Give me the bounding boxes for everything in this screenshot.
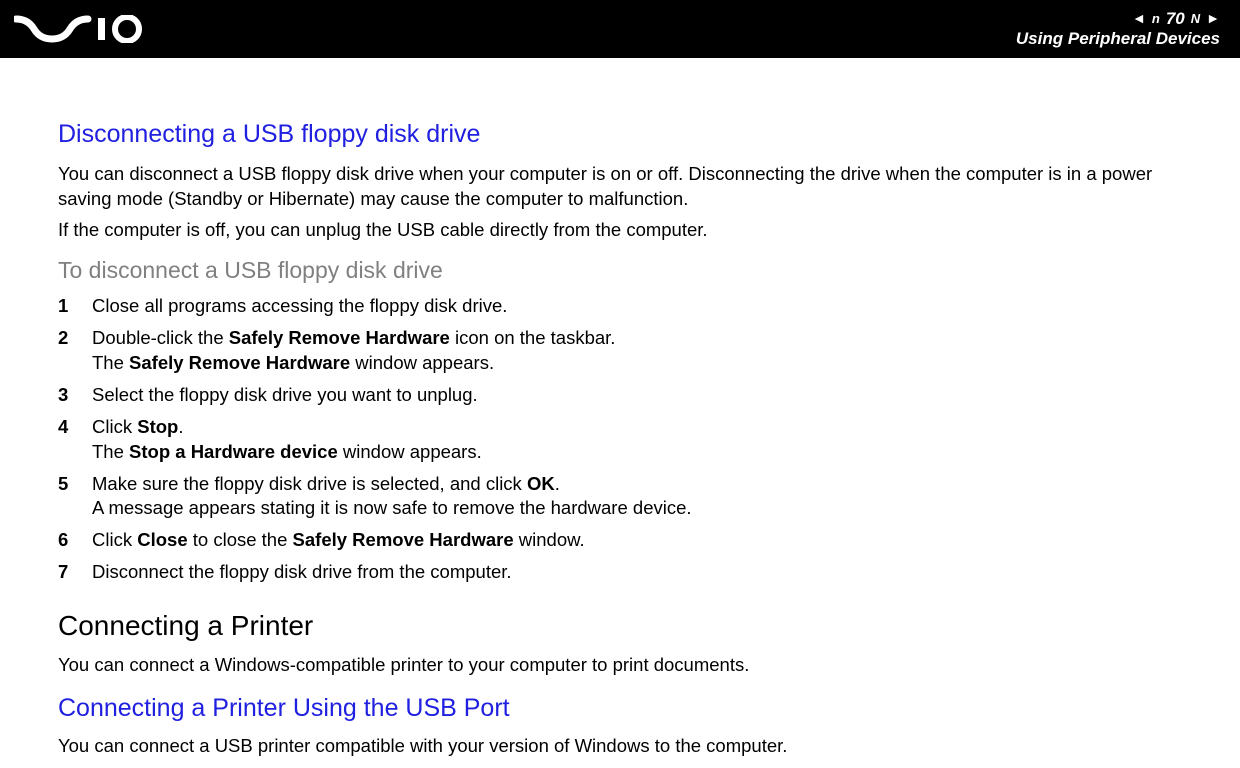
page-number: 70 (1166, 10, 1185, 27)
step-body: Disconnect the floppy disk drive from th… (92, 560, 1182, 585)
steps-list: 1Close all programs accessing the floppy… (58, 294, 1182, 586)
step-number: 4 (58, 415, 92, 440)
step-number: 5 (58, 472, 92, 497)
para-intro-2: If the computer is off, you can unplug t… (58, 218, 1182, 243)
para-usb-printer: You can connect a USB printer compatible… (58, 734, 1182, 759)
step-body: Click Close to close the Safely Remove H… (92, 528, 1182, 553)
step-row: 3Select the floppy disk drive you want t… (58, 383, 1182, 408)
heading-disconnect: Disconnecting a USB floppy disk drive (58, 118, 1182, 152)
step-number: 6 (58, 528, 92, 553)
vaio-logo (14, 15, 144, 43)
header-bar: ◄ n 70 N ► Using Peripheral Devices (0, 0, 1240, 58)
step-body: Click Stop.The Stop a Hardware device wi… (92, 415, 1182, 465)
step-body: Select the floppy disk drive you want to… (92, 383, 1182, 408)
n-letter-left: n (1152, 12, 1160, 25)
heading-usb-port: Connecting a Printer Using the USB Port (58, 692, 1182, 726)
prev-arrow-icon[interactable]: ◄ (1132, 11, 1146, 25)
step-row: 1Close all programs accessing the floppy… (58, 294, 1182, 319)
step-number: 1 (58, 294, 92, 319)
step-row: 7Disconnect the floppy disk drive from t… (58, 560, 1182, 585)
step-row: 4Click Stop.The Stop a Hardware device w… (58, 415, 1182, 465)
step-number: 2 (58, 326, 92, 351)
section-name: Using Peripheral Devices (1016, 29, 1220, 49)
n-letter-right: N (1191, 12, 1200, 25)
page-nav: ◄ n 70 N ► (1016, 10, 1220, 27)
heading-connecting-printer: Connecting a Printer (58, 607, 1182, 645)
step-body: Make sure the floppy disk drive is selec… (92, 472, 1182, 522)
next-arrow-icon[interactable]: ► (1206, 11, 1220, 25)
page-content: Disconnecting a USB floppy disk drive Yo… (0, 58, 1240, 759)
step-number: 3 (58, 383, 92, 408)
vaio-logo-svg (14, 15, 144, 43)
step-body: Close all programs accessing the floppy … (92, 294, 1182, 319)
para-printer: You can connect a Windows-compatible pri… (58, 653, 1182, 678)
subheading-to-disconnect: To disconnect a USB floppy disk drive (58, 255, 1182, 286)
step-row: 2Double-click the Safely Remove Hardware… (58, 326, 1182, 376)
step-row: 5Make sure the floppy disk drive is sele… (58, 472, 1182, 522)
step-number: 7 (58, 560, 92, 585)
step-body: Double-click the Safely Remove Hardware … (92, 326, 1182, 376)
step-row: 6Click Close to close the Safely Remove … (58, 528, 1182, 553)
para-intro-1: You can disconnect a USB floppy disk dri… (58, 162, 1182, 212)
header-right: ◄ n 70 N ► Using Peripheral Devices (1016, 10, 1220, 49)
